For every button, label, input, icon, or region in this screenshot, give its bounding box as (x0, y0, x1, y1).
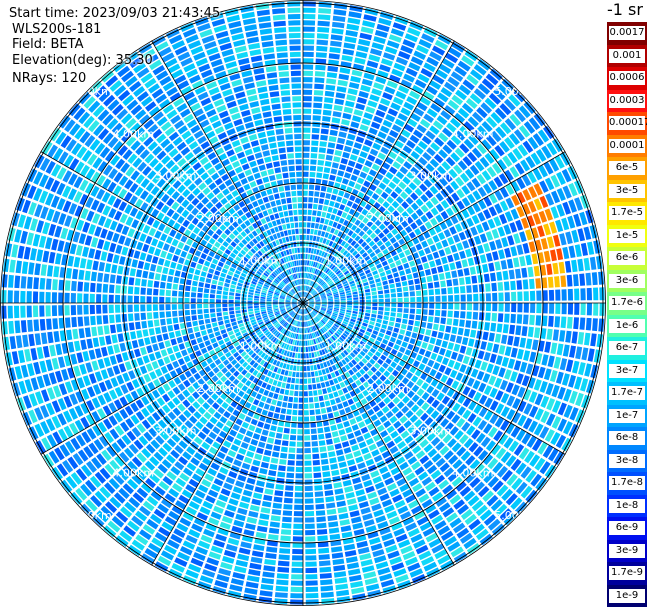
range-ring-label: 5.00km (494, 509, 536, 522)
range-ring-label: 5.00km (494, 85, 536, 98)
colorbar-tick-label: 1e-8 (609, 498, 645, 513)
colorbar-tick-label: 0.00017 (609, 116, 647, 131)
site-label: WLS200s-181 (12, 22, 102, 37)
colorbar-tick-label: 6e-6 (609, 251, 645, 266)
range-ring-label: 3.00km (155, 170, 197, 183)
range-ring-label: 1.00km (240, 339, 282, 352)
range-ring (122, 122, 484, 484)
colorbar-tick-label: 3e-6 (609, 273, 645, 288)
colorbar-tick-label: 6e-7 (609, 341, 645, 356)
range-ring-label: 4.00km (113, 467, 155, 480)
range-ring-label: 2.00km (367, 382, 409, 395)
range-ring-label: 1.00km (325, 255, 367, 268)
elevation-label: Elevation(deg): 35.30 (12, 53, 153, 68)
colorbar-tick-label: 0.0017 (609, 26, 645, 41)
colorbar-tick-label: 1e-6 (609, 318, 645, 333)
radial-spoke (302, 302, 566, 455)
beta-cells (1, 1, 605, 605)
range-ring-label: 1.00km (240, 255, 282, 268)
radial-spoke (302, 151, 566, 304)
range-ring-label: 5.00km (70, 509, 112, 522)
range-ring (62, 62, 544, 544)
colorbar-tick-label: 1e-9 (609, 588, 645, 603)
range-ring (182, 182, 424, 424)
colorbar-tick-label: 1.7e-5 (609, 206, 645, 221)
range-ring-label: 4.00km (113, 127, 155, 140)
range-ring-label: 4.00km (452, 127, 494, 140)
colorbar-tick-label: 3e-5 (609, 183, 645, 198)
radial-spoke (302, 40, 455, 304)
range-ring-label: 2.00km (197, 382, 239, 395)
outer-ring (0, 0, 606, 606)
colorbar-tick-label: 1.7e-7 (609, 386, 645, 401)
range-ring-label: 3.00km (155, 424, 197, 437)
colorbar-tick-label: 6e-8 (609, 431, 645, 446)
colorbar-tick-label: 6e-9 (609, 521, 645, 536)
range-ring-label: 3.00km (410, 424, 452, 437)
range-ring-label: 1.00km (325, 339, 367, 352)
colorbar-tick-label: 0.001 (609, 48, 645, 63)
range-ring (242, 242, 364, 364)
colorbar-tick-label: 0.0001 (609, 138, 645, 153)
colorbar-tick-label: 1.7e-6 (609, 296, 645, 311)
ppi-plot: 1.00km 1.00km 1.00km 1.00km 2.00km 2.00km 2.00… (0, 0, 606, 606)
colorbar-units: -1 sr (607, 0, 643, 19)
colorbar-tick-label: 1.7e-8 (609, 476, 645, 491)
field-label: Field: BETA (12, 37, 84, 52)
colorbar: 0.0017 0.001 0.0006 0.0003 0.00017 0.0001 6e-5… (607, 22, 647, 607)
colorbar-tick-label: 3e-9 (609, 543, 645, 558)
range-ring-label: 3.00km (410, 170, 452, 183)
colorbar-tick-label: 0.0006 (609, 71, 645, 86)
colorbar-tick-label: 1e-5 (609, 228, 645, 243)
nrays-label: NRays: 120 (12, 71, 87, 86)
polar-grid: 1.00km 1.00km 1.00km 1.00km 2.00km 2.00km 2.00… (0, 0, 606, 606)
radial-spoke (40, 302, 304, 455)
radial-spoke (302, 302, 455, 566)
radial-spoke (40, 151, 304, 304)
colorbar-tick-label: 6e-5 (609, 161, 645, 176)
colorbar-tick-label: 3e-7 (609, 363, 645, 378)
range-ring-label: 2.00km (367, 212, 409, 225)
colorbar-tick-label: 1e-7 (609, 408, 645, 423)
radial-spoke (151, 302, 304, 566)
radial-spoke (151, 40, 304, 304)
range-ring (2, 2, 604, 604)
start-time-label: Start time: 2023/09/03 21:43:45 (9, 6, 221, 21)
colorbar-tick-label: 3e-8 (609, 453, 645, 468)
range-ring-label: 5.00km (70, 85, 112, 98)
colorbar-tick-label: 1.7e-9 (609, 566, 645, 581)
range-ring-label: 4.00km (452, 467, 494, 480)
range-ring-label: 2.00km (197, 212, 239, 225)
colorbar-tick-label: 0.0003 (609, 93, 645, 108)
